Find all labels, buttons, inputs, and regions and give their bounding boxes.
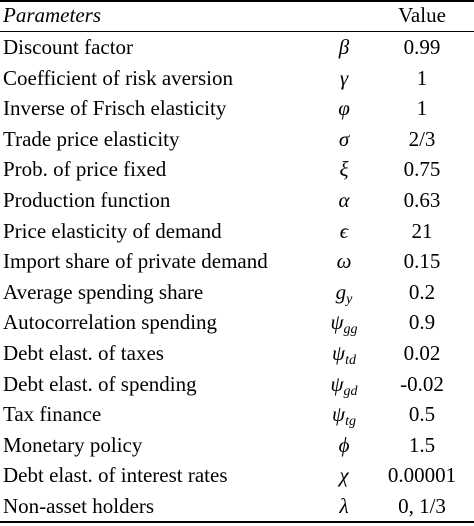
- parameter-value: 0.5: [408, 402, 436, 427]
- parameter-value: 1.5: [408, 432, 436, 457]
- parameter-name: Prob. of price fixed: [3, 157, 167, 182]
- parameter-value: -0.02: [400, 371, 444, 396]
- parameter-name: Production function: [3, 187, 171, 212]
- parameter-symbol: β: [338, 35, 350, 59]
- table-row: Production function α 0.63: [0, 185, 474, 216]
- table-row: Autocorrelation spending ψgg 0.9: [0, 307, 474, 338]
- parameter-value: 0.2: [408, 279, 436, 304]
- table-row: Price elasticity of demand ϵ 21: [0, 216, 474, 247]
- table-header: Parameters Value: [0, 1, 474, 31]
- parameter-name: Coefficient of risk aversion: [3, 65, 233, 90]
- parameter-symbol: ψtg: [332, 402, 356, 430]
- parameter-name: Debt elast. of spending: [3, 371, 197, 396]
- parameter-symbol: ψtd: [332, 340, 356, 368]
- table-row: Debt elast. of interest rates χ 0.00001: [0, 460, 474, 491]
- parameter-symbol: ξ: [339, 157, 349, 182]
- header-parameters: Parameters: [3, 3, 101, 27]
- parameter-name: Non-asset holders: [3, 493, 155, 518]
- parameter-value: 0.9: [408, 310, 436, 335]
- table-row: Inverse of Frisch elasticity φ 1: [0, 93, 474, 124]
- parameter-name: Autocorrelation spending: [3, 310, 218, 335]
- table-row: Discount factor β 0.99: [0, 32, 474, 63]
- parameter-name: Average spending share: [3, 279, 204, 304]
- table-row: Debt elast. of spending ψgd -0.02: [0, 369, 474, 400]
- header-rule: [0, 31, 474, 32]
- table-row: Trade price elasticity σ 2/3: [0, 124, 474, 155]
- parameter-value: 0.02: [403, 340, 441, 365]
- top-rule: [0, 0, 474, 2]
- parameter-name: Inverse of Frisch elasticity: [3, 96, 227, 121]
- parameter-symbol: ψgg: [330, 310, 358, 338]
- table-row: Monetary policy ϕ 1.5: [0, 430, 474, 461]
- table-row: Prob. of price fixed ξ 0.75: [0, 154, 474, 185]
- parameter-name: Debt elast. of taxes: [3, 340, 164, 365]
- parameter-symbol: gy: [335, 279, 353, 307]
- parameter-value: 1: [416, 96, 428, 121]
- parameter-name: Discount factor: [3, 35, 134, 59]
- parameter-symbol: γ: [339, 65, 349, 90]
- parameter-value: 21: [411, 218, 433, 243]
- parameter-symbol: ϵ: [339, 218, 349, 243]
- bottom-rule: [0, 521, 474, 523]
- parameter-name: Trade price elasticity: [3, 126, 180, 151]
- parameter-name: Import share of private demand: [3, 249, 268, 274]
- table-row: Tax finance ψtg 0.5: [0, 399, 474, 430]
- parameter-value: 0.15: [403, 249, 441, 274]
- table-body: Discount factor β 0.99 Coefficient of ri…: [0, 32, 474, 522]
- parameter-name: Monetary policy: [3, 432, 143, 457]
- parameter-symbol: σ: [338, 126, 350, 151]
- table-row: Coefficient of risk aversion γ 1: [0, 63, 474, 94]
- parameter-symbol: φ: [338, 96, 350, 121]
- table-row: Debt elast. of taxes ψtd 0.02: [0, 338, 474, 369]
- parameter-name: Tax finance: [3, 402, 102, 427]
- table-row: Import share of private demand ω 0.15: [0, 246, 474, 277]
- parameter-value: 0.99: [403, 35, 441, 59]
- parameter-value: 0.75: [403, 157, 441, 182]
- parameter-symbol: ϕ: [338, 432, 350, 457]
- parameter-value: 0.00001: [387, 463, 457, 488]
- header-value: Value: [398, 3, 446, 27]
- parameter-symbol: ψgd: [330, 371, 358, 399]
- parameter-value: 1: [416, 65, 428, 90]
- table-row: Non-asset holders λ 0, 1/3: [0, 491, 474, 522]
- parameter-symbol: χ: [339, 463, 349, 488]
- parameter-symbol: α: [338, 187, 350, 212]
- parameter-name: Price elasticity of demand: [3, 218, 222, 243]
- parameter-symbol: ω: [336, 249, 352, 274]
- parameter-value: 0.63: [403, 187, 441, 212]
- parameter-value: 2/3: [408, 126, 436, 151]
- parameter-value: 0, 1/3: [398, 493, 446, 518]
- parameter-symbol: λ: [339, 493, 349, 518]
- table-row: Average spending share gy 0.2: [0, 277, 474, 308]
- parameter-name: Debt elast. of interest rates: [3, 463, 228, 488]
